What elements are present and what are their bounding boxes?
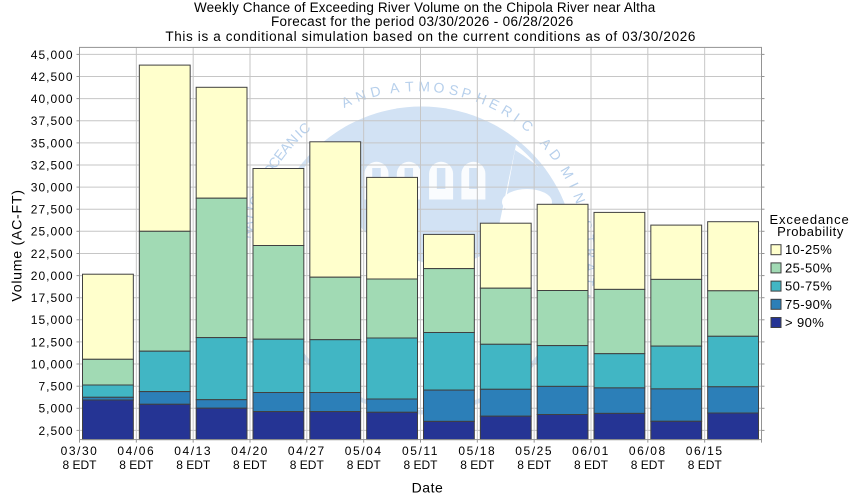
svg-text:12,500: 12,500 <box>31 335 74 349</box>
svg-text:T: T <box>581 276 598 287</box>
svg-text:Forecast for the period 03/30/: Forecast for the period 03/30/2026 - 06/… <box>271 14 574 29</box>
svg-text:40,000: 40,000 <box>31 92 74 106</box>
svg-text:P: P <box>460 84 473 102</box>
svg-text:8 EDT: 8 EDT <box>347 458 382 472</box>
svg-text:06/15: 06/15 <box>686 444 724 458</box>
svg-text:T: T <box>405 78 415 94</box>
svg-text:M: M <box>418 78 430 94</box>
svg-text:45,000: 45,000 <box>31 48 74 62</box>
svg-text:8 EDT: 8 EDT <box>290 458 325 472</box>
svg-text:10,000: 10,000 <box>31 357 74 371</box>
svg-text:O: O <box>433 79 446 96</box>
svg-text:32,500: 32,500 <box>31 158 74 172</box>
svg-text:8 EDT: 8 EDT <box>119 458 154 472</box>
svg-text:15,000: 15,000 <box>31 313 74 327</box>
svg-text:27,500: 27,500 <box>31 203 74 217</box>
svg-text:S: S <box>448 81 460 99</box>
svg-text:8 EDT: 8 EDT <box>631 458 666 472</box>
svg-text:05/18: 05/18 <box>458 444 496 458</box>
svg-text:D: D <box>369 82 383 100</box>
svg-text:25-50%: 25-50% <box>785 260 832 275</box>
svg-text:I: I <box>244 204 260 212</box>
svg-text:05/25: 05/25 <box>515 444 553 458</box>
svg-text:This is a conditional simulati: This is a conditional simulation based o… <box>165 29 696 44</box>
svg-text:04/13: 04/13 <box>174 444 212 458</box>
svg-text:A: A <box>582 262 598 273</box>
svg-text:8 EDT: 8 EDT <box>574 458 609 472</box>
svg-text:17,500: 17,500 <box>31 291 74 305</box>
svg-text:8 EDT: 8 EDT <box>517 458 552 472</box>
svg-text:04/06: 04/06 <box>117 444 155 458</box>
svg-text:06/08: 06/08 <box>629 444 667 458</box>
svg-text:8 EDT: 8 EDT <box>460 458 495 472</box>
svg-text:I: I <box>566 180 582 190</box>
svg-text:50-75%: 50-75% <box>785 279 832 294</box>
svg-text:Date: Date <box>412 480 444 496</box>
svg-text:05/04: 05/04 <box>345 444 383 458</box>
svg-text:05/11: 05/11 <box>402 444 439 458</box>
svg-text:Weekly Chance of Exceeding Riv: Weekly Chance of Exceeding River Volume … <box>194 0 656 15</box>
svg-text:03/30: 03/30 <box>61 444 99 458</box>
svg-text:Exceedance: Exceedance <box>769 212 849 227</box>
svg-text:04/27: 04/27 <box>288 444 326 458</box>
svg-text:35,000: 35,000 <box>31 136 74 150</box>
svg-text:06/01: 06/01 <box>572 444 610 458</box>
svg-text:5,000: 5,000 <box>38 402 73 416</box>
svg-text:A: A <box>389 79 401 96</box>
svg-text:20,000: 20,000 <box>31 269 74 283</box>
svg-text:10-25%: 10-25% <box>785 242 832 257</box>
svg-text:04/20: 04/20 <box>231 444 269 458</box>
svg-text:37,500: 37,500 <box>31 114 74 128</box>
svg-text:8 EDT: 8 EDT <box>688 458 723 472</box>
svg-text:N: N <box>353 87 368 105</box>
svg-text:42,500: 42,500 <box>31 70 74 84</box>
svg-text:8 EDT: 8 EDT <box>233 458 268 472</box>
svg-text:22,500: 22,500 <box>31 247 74 261</box>
svg-text:8 EDT: 8 EDT <box>62 458 97 472</box>
svg-text:7,500: 7,500 <box>38 380 73 394</box>
svg-text:25,000: 25,000 <box>31 225 74 239</box>
svg-text:8 EDT: 8 EDT <box>176 458 211 472</box>
svg-text:2,500: 2,500 <box>38 424 73 438</box>
svg-text:> 90%: > 90% <box>785 315 824 330</box>
svg-text:T: T <box>581 234 598 245</box>
svg-text:8 EDT: 8 EDT <box>403 458 438 472</box>
svg-text:Probability: Probability <box>777 224 844 239</box>
svg-text:75-90%: 75-90% <box>785 297 832 312</box>
svg-text:30,000: 30,000 <box>31 181 74 195</box>
svg-text:Volume (AC-FT): Volume (AC-FT) <box>10 189 26 301</box>
